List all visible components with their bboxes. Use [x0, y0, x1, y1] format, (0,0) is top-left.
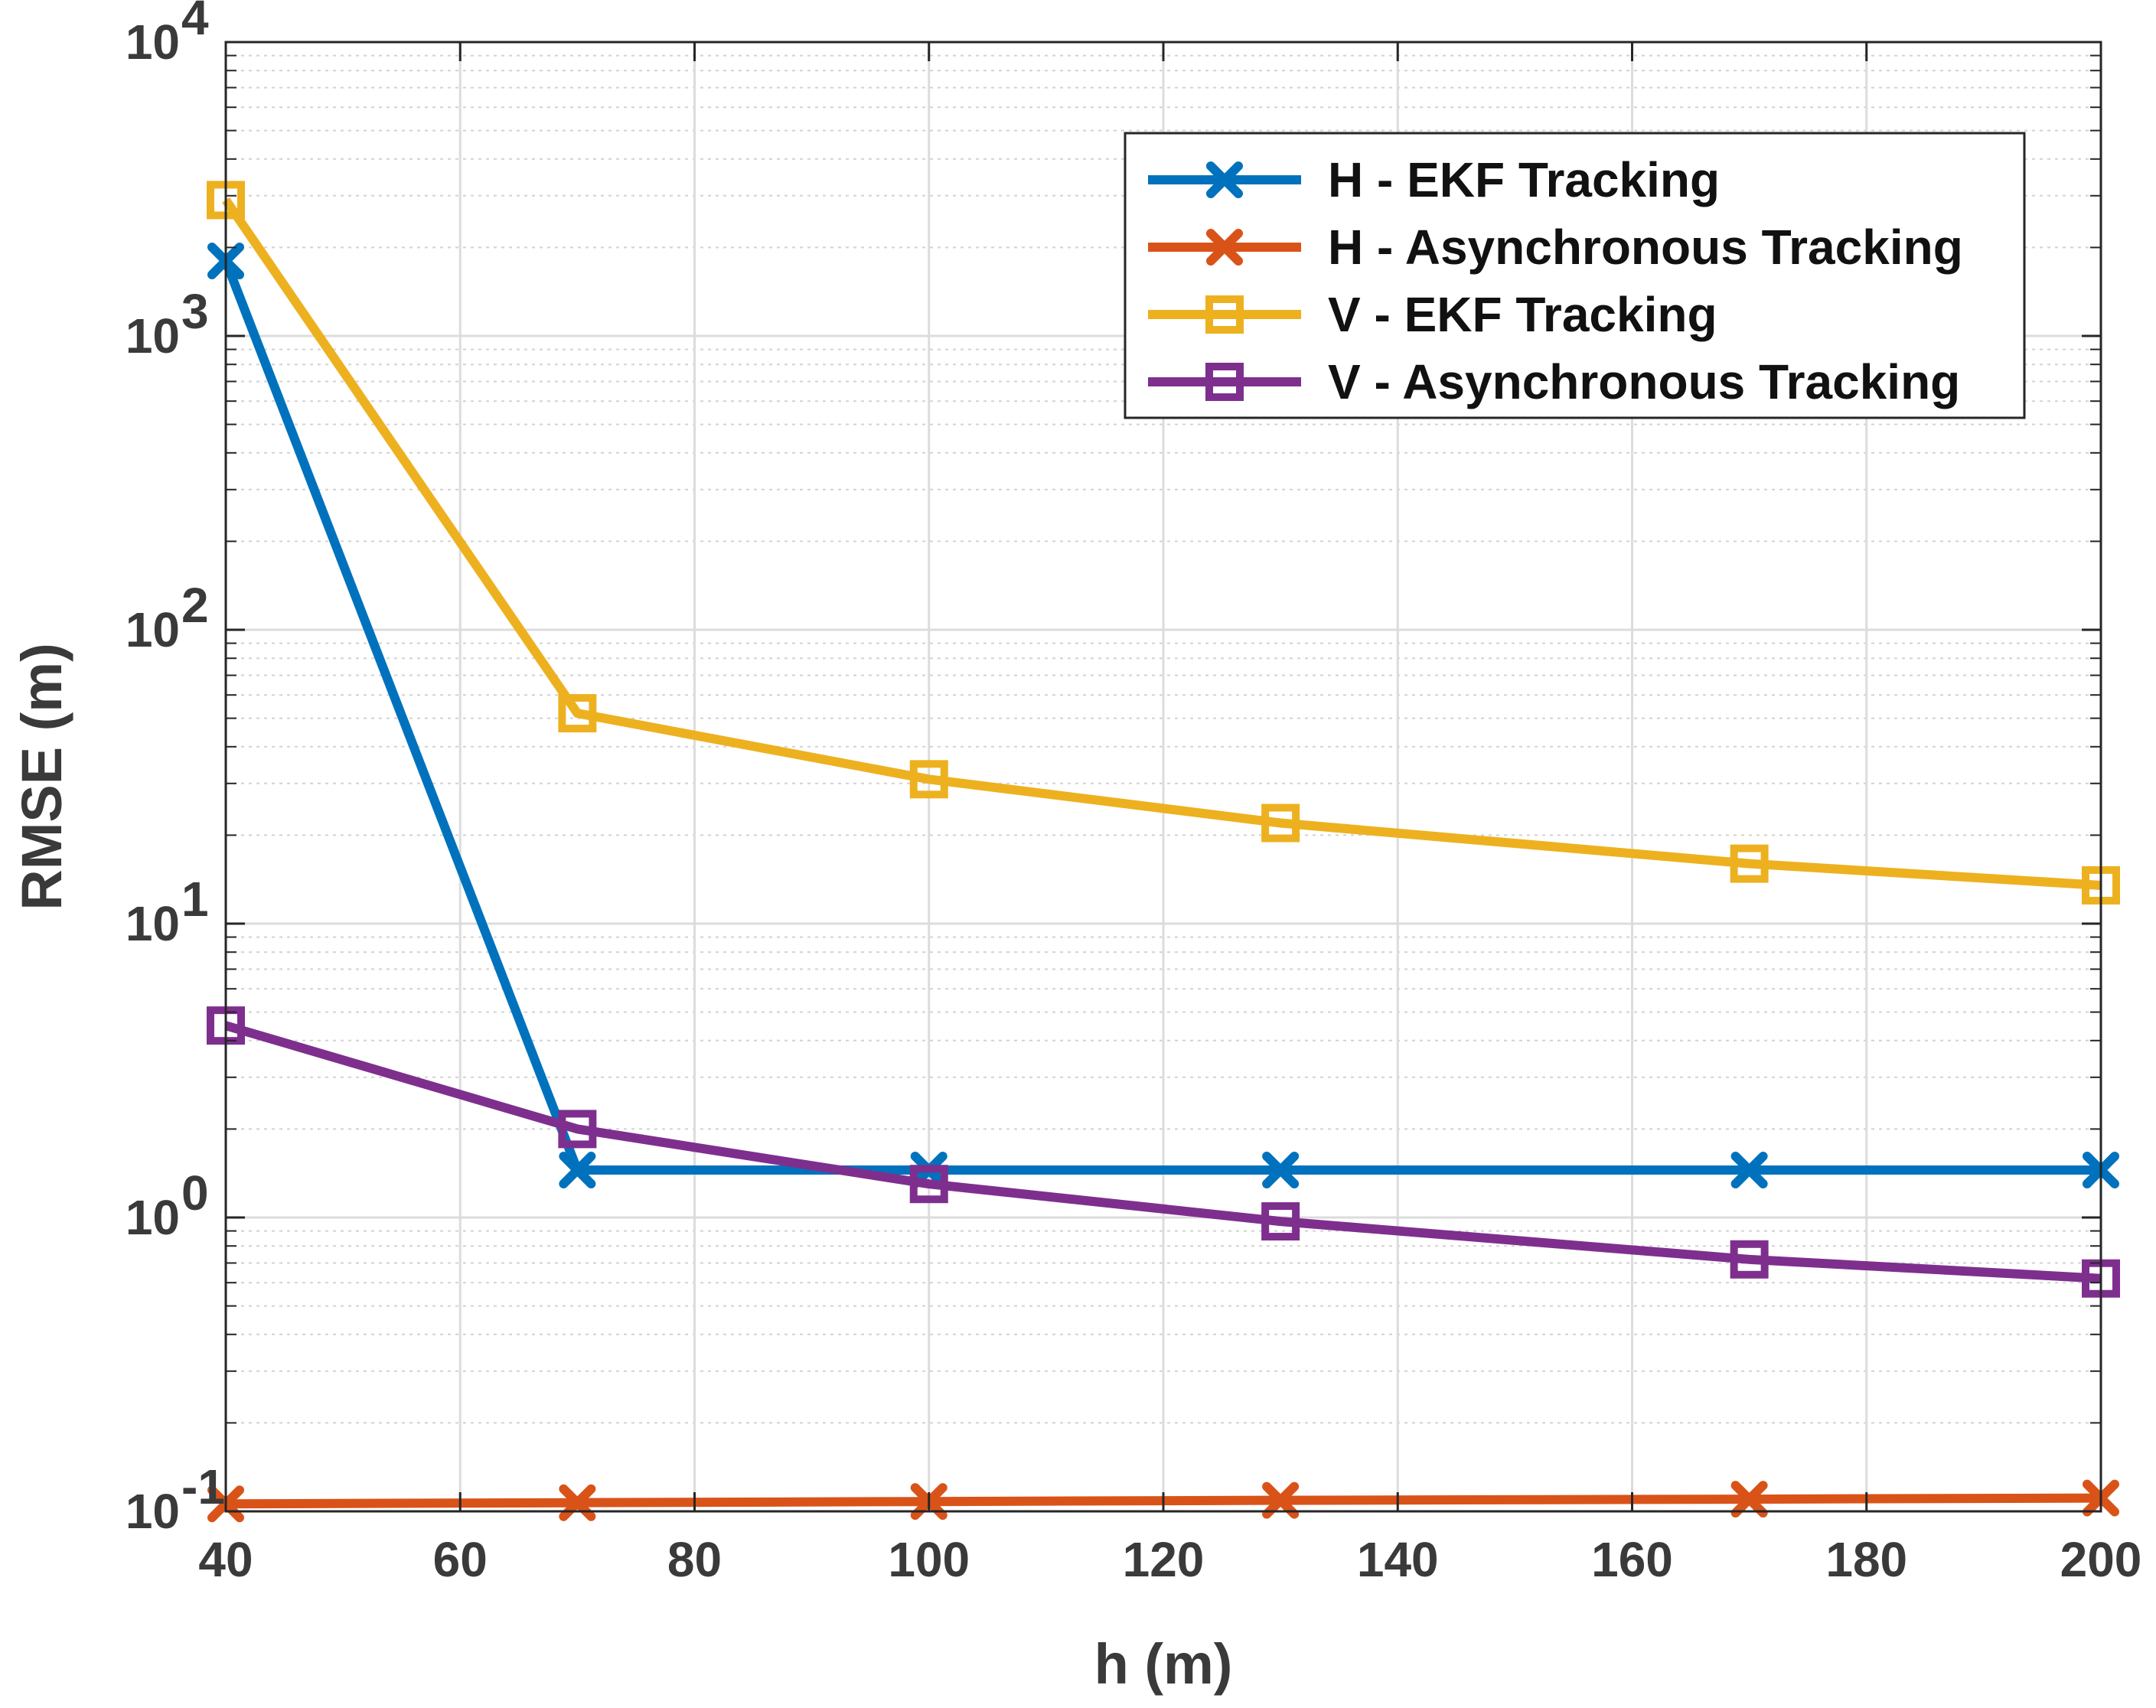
x-tick-label: 120 — [1123, 1532, 1205, 1587]
y-tick-label: 10 — [126, 308, 180, 363]
y-tick-label: 10 — [126, 1484, 180, 1539]
marker-stroke — [1206, 161, 1243, 198]
legend-marker — [1205, 295, 1244, 334]
y-tick-exponent: 3 — [181, 284, 209, 339]
x-axis-label: h (m) — [1094, 1632, 1233, 1696]
marker-stroke — [1262, 1152, 1300, 1189]
data-point — [1730, 1152, 1768, 1189]
legend-label: H - EKF Tracking — [1328, 152, 1720, 207]
data-point — [1730, 844, 1769, 883]
series-line — [224, 1021, 2102, 1283]
legend-label: V - Asynchronous Tracking — [1328, 354, 1960, 409]
series-line — [221, 259, 2101, 1175]
y-tick-label: 10 — [126, 602, 180, 657]
data-point — [558, 1110, 597, 1149]
marker-stroke — [1730, 1152, 1768, 1189]
marker-stroke — [1206, 229, 1243, 266]
series-layer — [207, 181, 2120, 1523]
data-point — [1730, 1240, 1769, 1279]
legend-entry-4: V - Asynchronous Tracking — [1148, 354, 1960, 409]
legend-entry-2: H - Asynchronous Tracking — [1148, 220, 1963, 275]
y-tick-exponent: 1 — [181, 872, 209, 927]
legend: H - EKF Tracking H - Asynchronous Trackin… — [1124, 132, 2026, 419]
data-point — [909, 760, 948, 799]
y-tick-label: 10 — [126, 15, 180, 70]
legend-marker — [1206, 161, 1243, 198]
marker-stroke — [559, 1152, 596, 1189]
data-point — [1262, 1152, 1300, 1189]
y-tick-label: 10 — [126, 896, 180, 951]
data-point — [1261, 1202, 1300, 1241]
series-3 — [207, 181, 2120, 905]
legend-marker — [1206, 229, 1243, 266]
x-tick-label: 180 — [1825, 1532, 1907, 1587]
x-tick-label: 100 — [888, 1532, 970, 1587]
y-tick-exponent: 2 — [181, 578, 209, 633]
legend-entry-1: H - EKF Tracking — [1148, 152, 1720, 207]
legend-label: V - EKF Tracking — [1328, 287, 1717, 342]
y-axis-label: RMSE (m) — [10, 643, 73, 910]
data-point — [559, 1152, 596, 1189]
x-tick-label: 40 — [198, 1532, 253, 1587]
legend-entry-3: V - EKF Tracking — [1148, 287, 1717, 342]
data-point — [1262, 1481, 1300, 1519]
y-tick-label: 10 — [126, 1190, 180, 1245]
series-line — [225, 1493, 2102, 1509]
x-tick-label: 60 — [433, 1532, 488, 1587]
x-tick-label: 200 — [2060, 1532, 2142, 1587]
axis-ticks — [224, 41, 2102, 1513]
legend-label: H - Asynchronous Tracking — [1328, 220, 1963, 275]
data-point — [1730, 1481, 1768, 1518]
marker-stroke — [1730, 1481, 1768, 1518]
x-tick-label: 160 — [1591, 1532, 1673, 1587]
data-point — [909, 1165, 948, 1204]
data-point — [1261, 803, 1300, 843]
marker-stroke — [1262, 1481, 1300, 1519]
series-line — [222, 197, 2102, 890]
legend-marker — [1205, 363, 1244, 401]
x-tick-label: 140 — [1357, 1532, 1439, 1587]
y-tick-exponent: 4 — [181, 0, 209, 45]
data-point — [558, 694, 597, 733]
x-tick-label: 80 — [667, 1532, 722, 1587]
y-tick-exponent: -1 — [181, 1459, 225, 1514]
y-tick-exponent: 0 — [181, 1165, 209, 1221]
